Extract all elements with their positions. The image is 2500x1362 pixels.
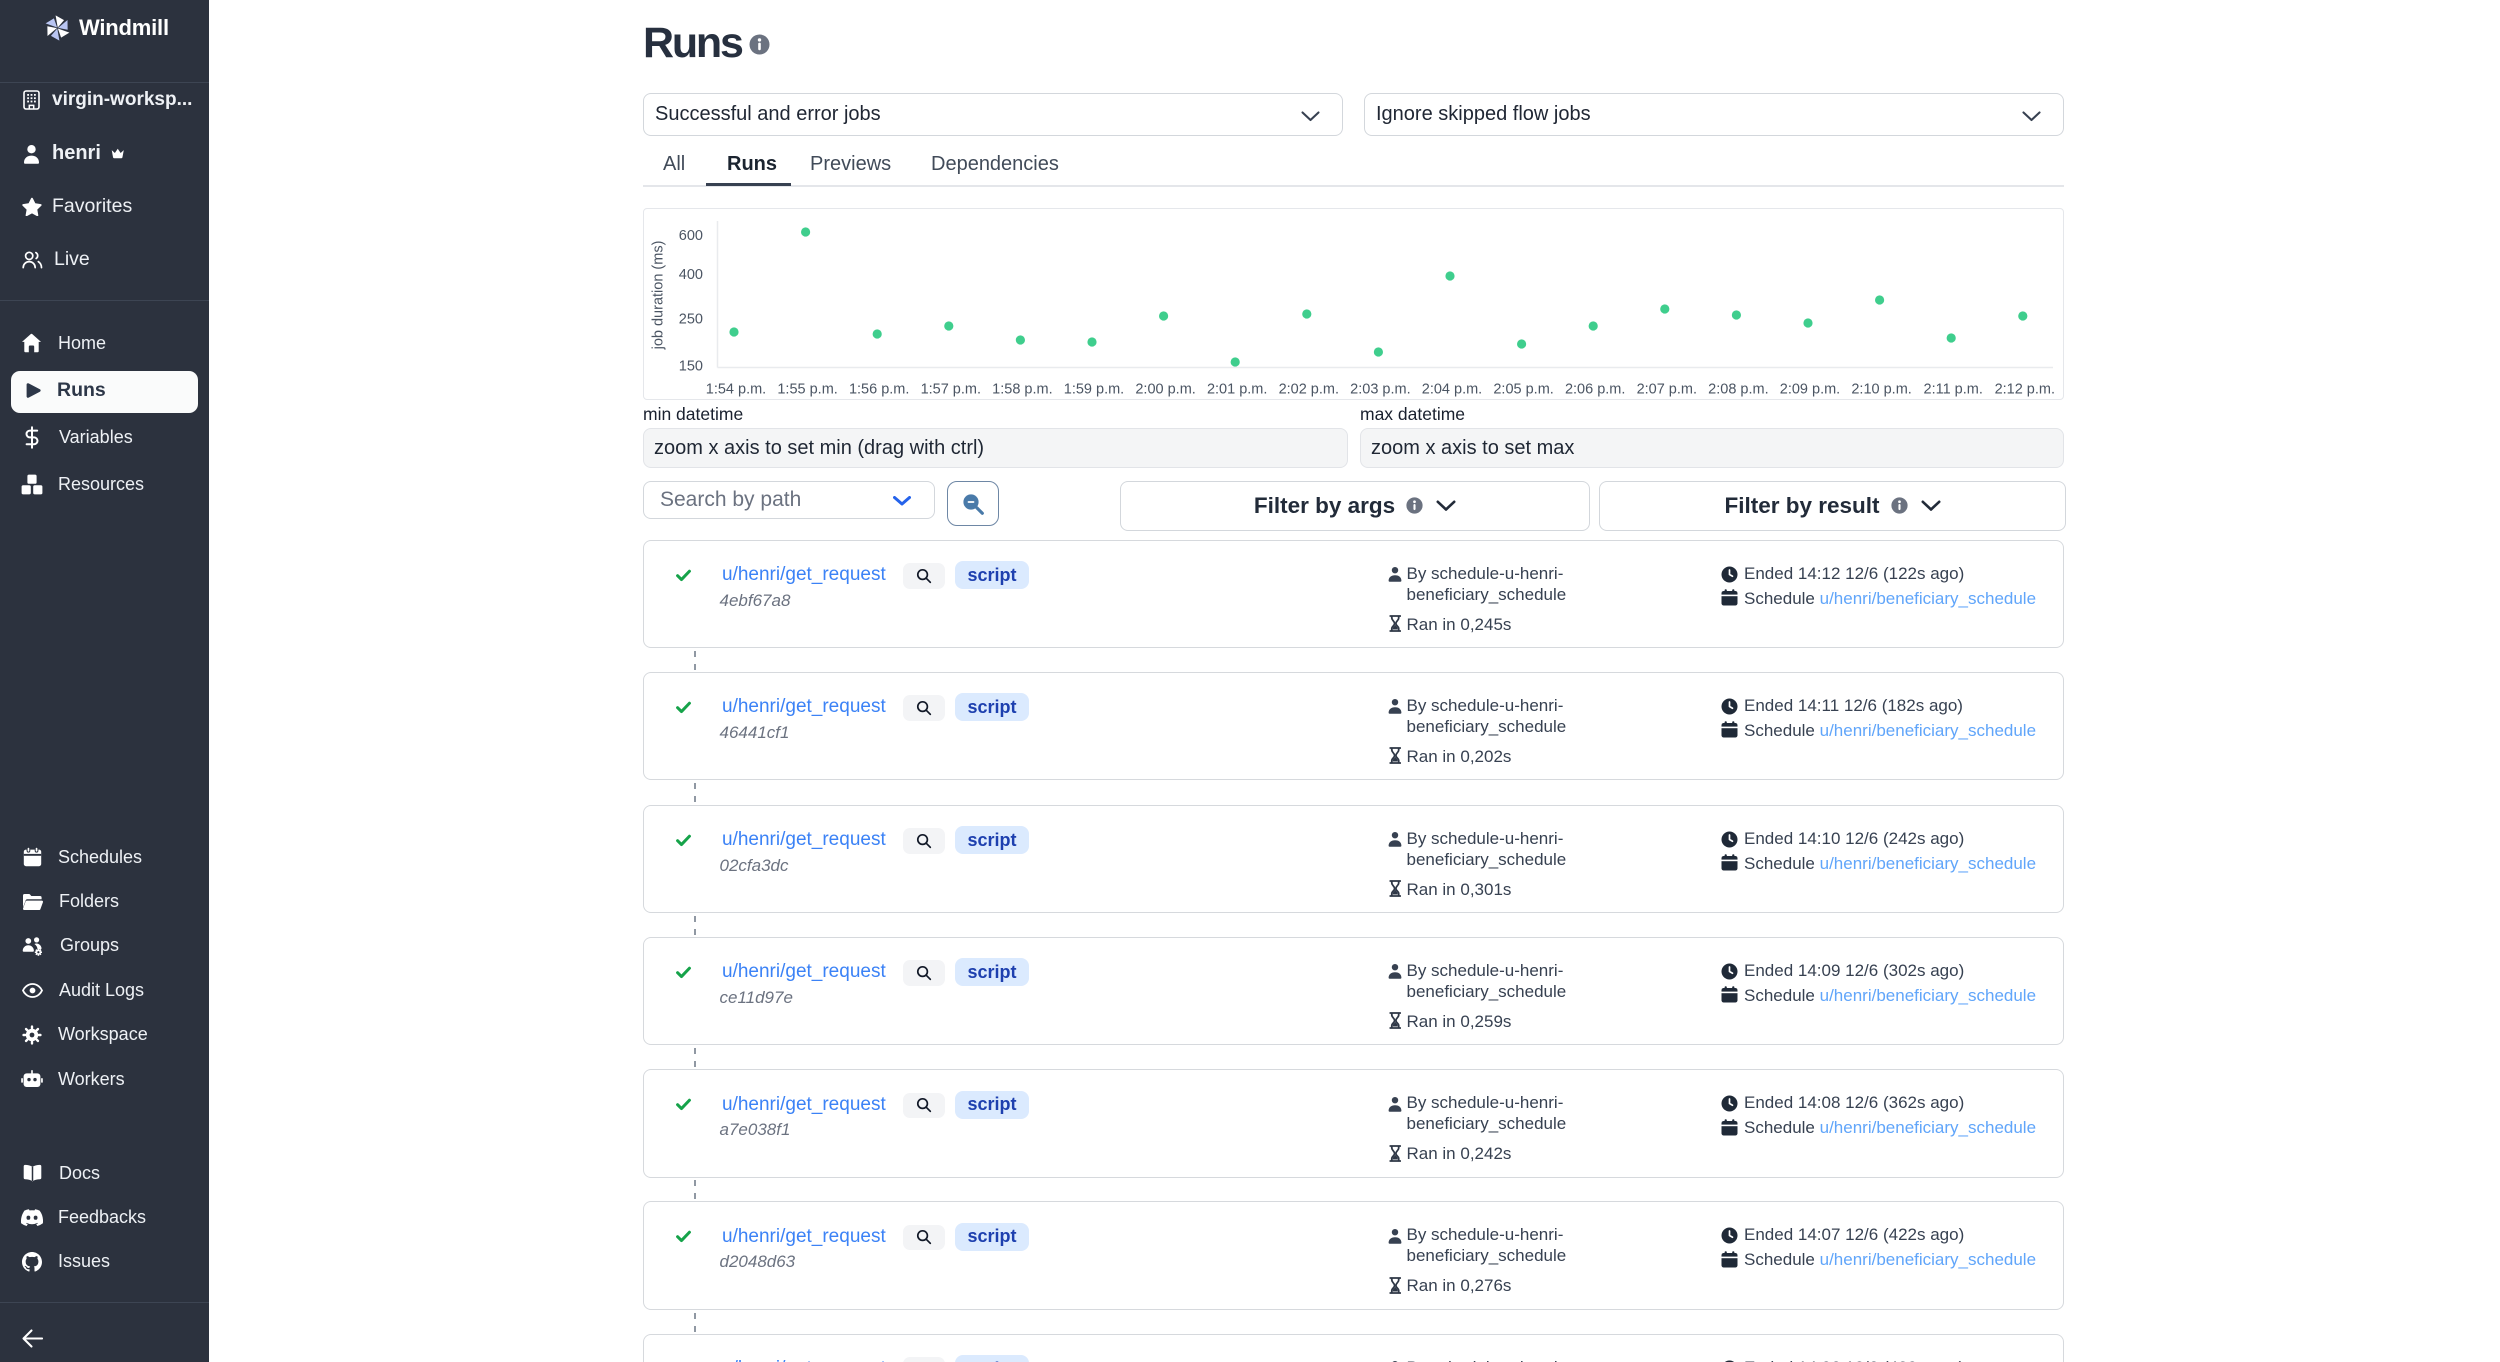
svg-text:2:01 p.m.: 2:01 p.m.	[1207, 382, 1267, 398]
svg-text:1:56 p.m.: 1:56 p.m.	[849, 382, 909, 398]
svg-text:2:08 p.m.: 2:08 p.m.	[1708, 382, 1768, 398]
svg-text:2:11 p.m.: 2:11 p.m.	[1924, 382, 1983, 398]
svg-text:2:02 p.m.: 2:02 p.m.	[1279, 382, 1339, 398]
svg-text:1:57 p.m.: 1:57 p.m.	[921, 382, 981, 398]
svg-text:1:59 p.m.: 1:59 p.m.	[1064, 382, 1124, 398]
svg-text:1:58 p.m.: 1:58 p.m.	[992, 382, 1052, 398]
svg-text:2:07 p.m.: 2:07 p.m.	[1637, 382, 1697, 398]
svg-text:250: 250	[679, 312, 703, 328]
svg-text:2:00 p.m.: 2:00 p.m.	[1135, 382, 1195, 398]
svg-text:2:05 p.m.: 2:05 p.m.	[1493, 382, 1553, 398]
svg-text:1:55 p.m.: 1:55 p.m.	[777, 382, 837, 398]
svg-text:400: 400	[679, 267, 703, 283]
svg-text:2:09 p.m.: 2:09 p.m.	[1780, 382, 1840, 398]
svg-text:2:04 p.m.: 2:04 p.m.	[1422, 382, 1482, 398]
svg-text:2:03 p.m.: 2:03 p.m.	[1350, 382, 1410, 398]
svg-text:2:10 p.m.: 2:10 p.m.	[1851, 382, 1911, 398]
svg-text:job duration (ms): job duration (ms)	[651, 241, 667, 351]
svg-text:1:54 p.m.: 1:54 p.m.	[706, 382, 766, 398]
svg-text:150: 150	[679, 359, 703, 375]
svg-text:600: 600	[679, 228, 703, 244]
svg-text:2:12 p.m.: 2:12 p.m.	[1995, 382, 2055, 398]
svg-text:2:06 p.m.: 2:06 p.m.	[1565, 382, 1625, 398]
